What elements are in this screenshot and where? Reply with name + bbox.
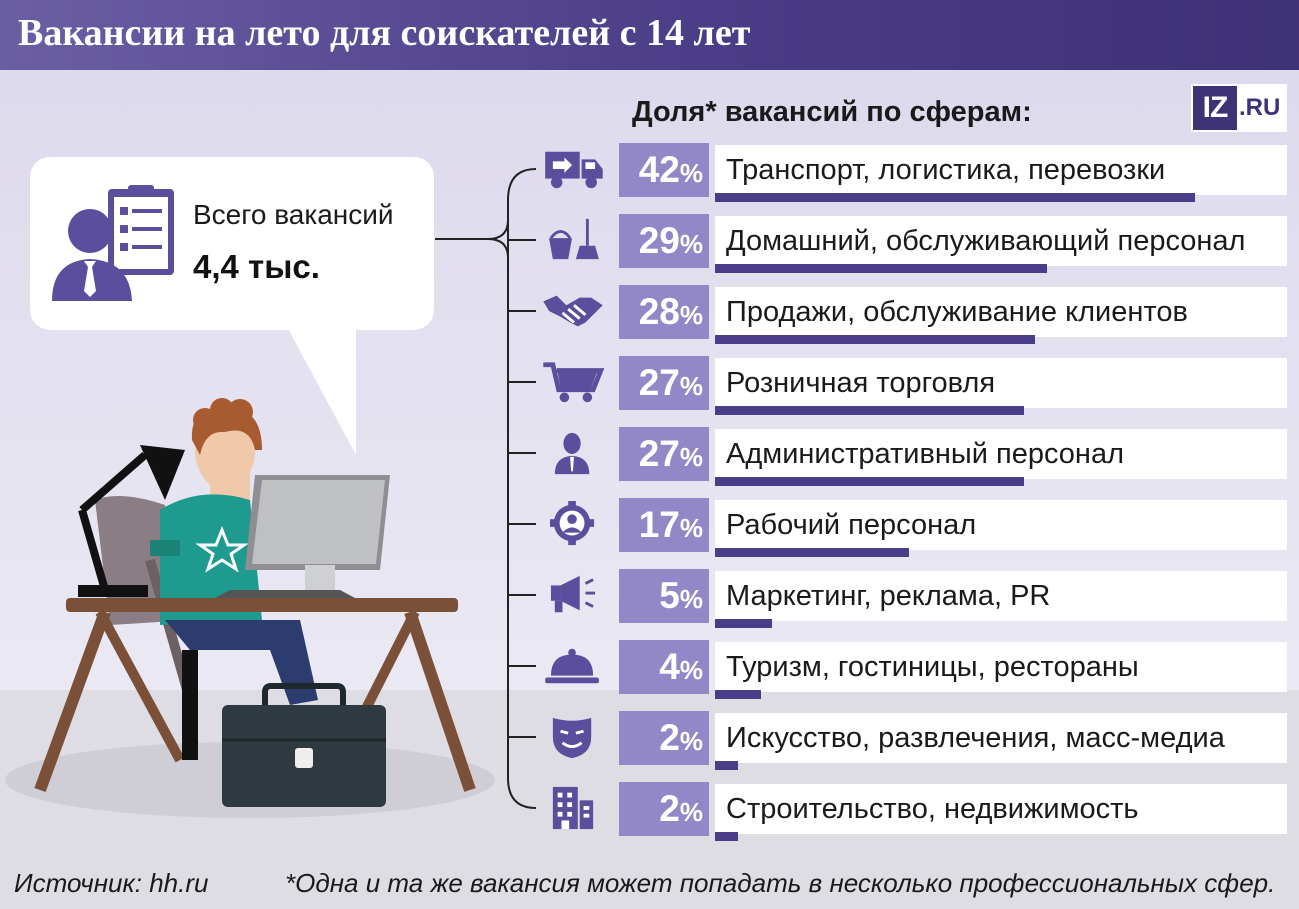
page-title: Вакансии на лето для соискателей с 14 ле… [18, 12, 751, 54]
chart-row: 5% Маркетинг, реклама, PR [540, 569, 1290, 628]
logo-text: .RU [1239, 94, 1281, 121]
percent-value: 27 [638, 362, 680, 403]
total-vacancies-label: Всего вакансий [193, 199, 394, 230]
percent-value: 42 [638, 149, 680, 190]
category-label: Искусство, развлечения, масс-медиа [715, 713, 1287, 763]
percent-value: 5 [659, 575, 680, 616]
percent-sign: % [679, 655, 703, 685]
bar [715, 264, 1047, 273]
percent-sign: % [679, 442, 703, 472]
percent-label: 4% [619, 640, 709, 694]
percent-label: 2% [619, 711, 709, 765]
percent-label: 27% [619, 427, 709, 481]
percent-value: 4 [659, 646, 680, 687]
recruiter-icon [52, 185, 174, 301]
percent-sign: % [679, 726, 703, 756]
category-label: Розничная торговля [715, 358, 1287, 408]
chart-row: 42% Транспорт, логистика, перевозки [540, 143, 1290, 202]
building-icon [552, 786, 594, 830]
percent-label: 2% [619, 782, 709, 836]
source-note: Источник: hh.ru [14, 868, 209, 898]
percent-sign: % [679, 797, 703, 827]
bar [715, 832, 738, 841]
bar [715, 477, 1024, 486]
percent-label: 17% [619, 498, 709, 552]
cart-icon [543, 362, 605, 403]
bar [715, 548, 909, 557]
chart-row: 4% Туризм, гостиницы, рестораны [540, 640, 1290, 699]
handshake-icon [543, 295, 603, 327]
percent-label: 28% [619, 285, 709, 339]
gear-person-icon [550, 501, 595, 546]
chart-row: 28% Продажи, обслуживание клиентов [540, 285, 1290, 344]
category-label: Транспорт, логистика, перевозки [715, 145, 1287, 195]
summary-callout: Всего вакансий 4,4 тыс. [30, 157, 434, 330]
category-label: Маркетинг, реклама, PR [715, 571, 1287, 621]
bar [715, 193, 1195, 202]
category-label: Административный персонал [715, 429, 1287, 479]
total-vacancies-value: 4,4 тыс. [193, 248, 320, 285]
megaphone-icon [550, 575, 596, 613]
percent-label: 42% [619, 143, 709, 197]
category-label: Строительство, недвижимость [715, 784, 1287, 834]
percent-sign: % [679, 584, 703, 614]
chart-title: Доля* вакансий по сферам: [632, 96, 1032, 128]
bar [715, 406, 1024, 415]
header-banner: Вакансии на лето для соискателей с 14 ле… [0, 0, 1299, 70]
category-label: Домашний, обслуживающий персонал [715, 216, 1287, 266]
logo-mark: IZ [1193, 86, 1237, 130]
truck-icon [545, 151, 603, 189]
chart-row: 27% Административный персонал [540, 427, 1290, 486]
category-label: Туризм, гостиницы, рестораны [715, 642, 1287, 692]
bar [715, 619, 772, 628]
percent-sign: % [679, 371, 703, 401]
percent-value: 28 [638, 291, 680, 332]
footnote: *Одна и та же вакансия может попадать в … [285, 868, 1276, 898]
percent-value: 17 [638, 504, 680, 545]
bar [715, 690, 761, 699]
chart-row: 2% Строительство, недвижимость [540, 782, 1290, 841]
izru-logo: IZ .RU [1191, 84, 1287, 132]
percent-sign: % [679, 513, 703, 543]
cloche-icon [545, 648, 599, 684]
cleaning-icon [549, 218, 599, 260]
percent-label: 29% [619, 214, 709, 268]
chart-row: 29% Домашний, обслуживающий персонал [540, 214, 1290, 273]
percent-value: 27 [638, 433, 680, 474]
chart-row: 17% Рабочий персонал [540, 498, 1290, 557]
category-label: Продажи, обслуживание клиентов [715, 287, 1287, 337]
percent-label: 5% [619, 569, 709, 623]
percent-value: 2 [659, 717, 680, 758]
percent-label: 27% [619, 356, 709, 410]
percent-sign: % [679, 300, 703, 330]
chart-row: 2% Искусство, развлечения, масс-медиа [540, 711, 1290, 770]
person-icon [554, 432, 590, 475]
percent-value: 29 [638, 220, 680, 261]
percent-sign: % [679, 158, 703, 188]
category-label: Рабочий персонал [715, 500, 1287, 550]
mask-icon [552, 717, 592, 759]
bar [715, 761, 738, 770]
chart-row: 27% Розничная торговля [540, 356, 1290, 415]
bar [715, 335, 1035, 344]
percent-sign: % [679, 229, 703, 259]
percent-value: 2 [659, 788, 680, 829]
